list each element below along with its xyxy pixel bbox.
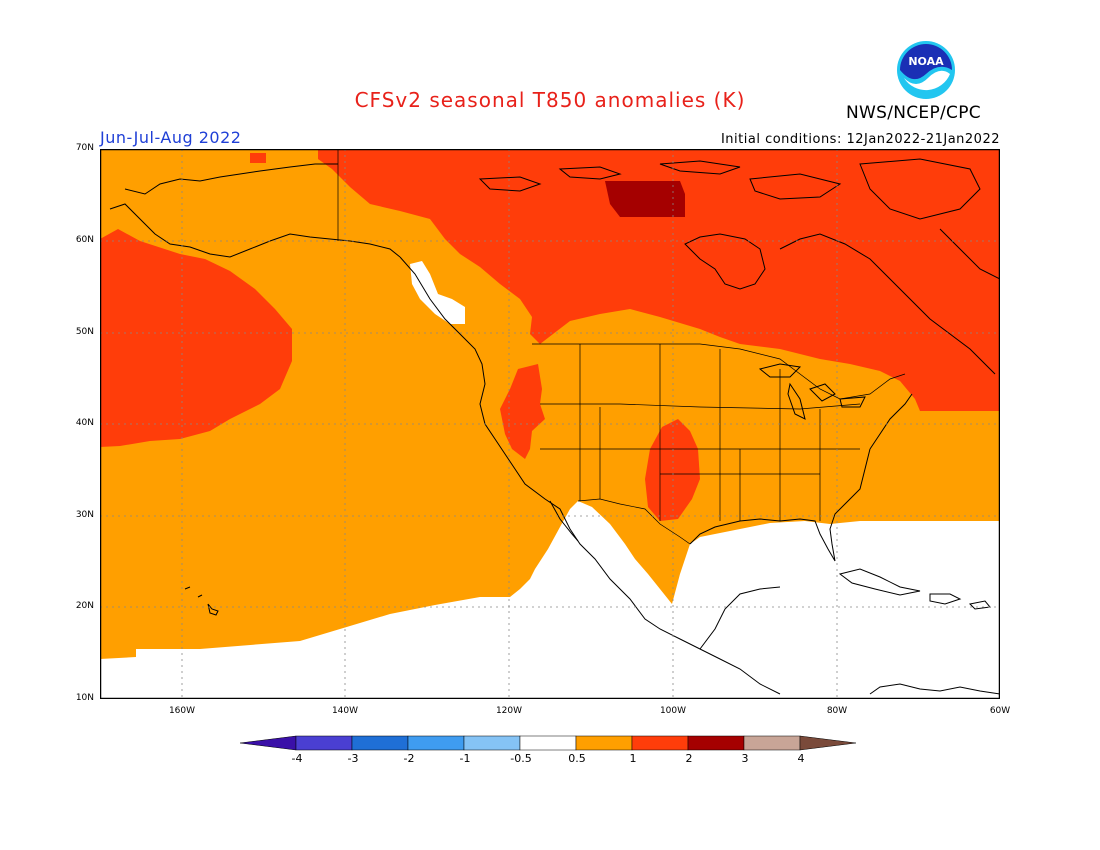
colorbar-swatch	[575, 735, 633, 751]
colorbar-swatch	[463, 735, 521, 751]
colorbar-label: 2	[685, 752, 693, 765]
gridlines	[100, 149, 1000, 699]
colorbar-label: -3	[347, 752, 359, 765]
lat-label-40n: 40N	[75, 418, 94, 428]
lat-label-10n: 10N	[75, 693, 94, 703]
colorbar-label: 0.5	[568, 752, 586, 765]
lat-label-20n: 20N	[75, 601, 94, 611]
anomaly-map	[100, 149, 1000, 699]
anomaly-region-1-2-west	[500, 364, 545, 459]
anomaly-region-1-2-pacific	[100, 229, 292, 447]
anomaly-region-1-2-south	[645, 419, 700, 521]
lat-label-30n: 30N	[75, 510, 94, 520]
no-data-patch	[410, 261, 465, 324]
lon-label-160w: 160W	[168, 706, 196, 716]
colorbar-swatch	[295, 735, 353, 751]
coastlines	[109, 158, 1000, 695]
lat-label-60n: 60N	[75, 235, 94, 245]
lon-label-100w: 100W	[659, 706, 687, 716]
lat-label-50n: 50N	[75, 327, 94, 337]
forecast-period: Jun-Jul-Aug 2022	[100, 128, 242, 147]
noaa-logo: NOAA	[897, 41, 955, 99]
colorbar-swatch	[407, 735, 465, 751]
lon-label-60w: 60W	[989, 706, 1011, 716]
chart-title: CFSv2 seasonal T850 anomalies (K)	[354, 88, 746, 112]
anomaly-region-1-2-canada	[318, 149, 1000, 411]
lon-label-140w: 140W	[331, 706, 359, 716]
lon-label-80w: 80W	[826, 706, 848, 716]
colorbar-swatch	[351, 735, 409, 751]
lat-label-70n: 70N	[75, 143, 94, 153]
colorbar-label: -0.5	[510, 752, 532, 765]
colorbar-label: 4	[797, 752, 805, 765]
colorbar-arrow-high	[799, 735, 857, 751]
colorbar-swatch	[519, 735, 577, 751]
colorbar-label: -1	[459, 752, 471, 765]
colorbar-arrow-low	[239, 735, 297, 751]
political-boundaries	[337, 149, 906, 545]
colorbar-label: 3	[741, 752, 749, 765]
initial-conditions: Initial conditions: 12Jan2022-21Jan2022	[720, 132, 1000, 147]
colorbar-swatch	[743, 735, 801, 751]
colorbar-swatch	[687, 735, 745, 751]
colorbar-swatch	[631, 735, 689, 751]
logo-text: NOAA	[908, 55, 944, 68]
colorbar	[239, 735, 857, 751]
colorbar-label: -2	[403, 752, 415, 765]
lon-label-120w: 120W	[495, 706, 523, 716]
organization-label: NWS/NCEP/CPC	[846, 103, 981, 123]
colorbar-label: 1	[629, 752, 637, 765]
anomaly-region-2-3	[605, 181, 685, 217]
colorbar-label: -4	[291, 752, 303, 765]
